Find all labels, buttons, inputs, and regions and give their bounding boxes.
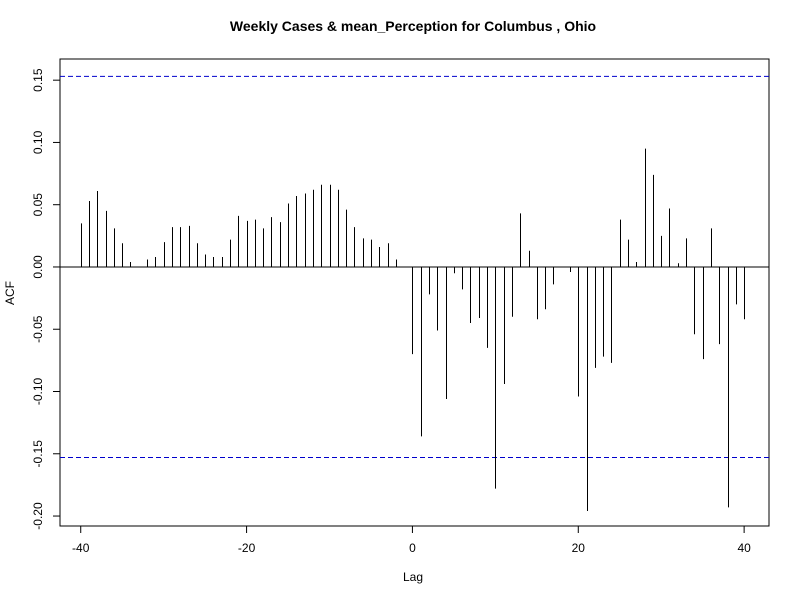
plot-frame (59, 58, 770, 527)
y-tick-label: -0.20 (31, 502, 45, 530)
plot-area: -40 -20 0 20 40 -0.20 -0.15 -0.10 -0.05 0.00 0.05 0… (31, 58, 770, 555)
y-tick-label: 0.00 (31, 255, 45, 279)
x-tick-label: 0 (409, 541, 416, 555)
chart-title: Weekly Cases & mean_Perception for Colum… (230, 18, 596, 34)
x-tick-label: 20 (572, 541, 586, 555)
x-axis-label: Lag (403, 570, 423, 584)
y-axis-label: ACF (3, 281, 17, 305)
y-tick-label: 0.05 (31, 193, 45, 217)
x-tick-label: -40 (72, 541, 90, 555)
y-tick-label: -0.10 (31, 378, 45, 406)
y-tick-label: -0.15 (31, 440, 45, 468)
x-tick-label: -20 (238, 541, 256, 555)
y-tick-label: -0.05 (31, 315, 45, 343)
y-tick-label: 0.15 (31, 68, 45, 92)
y-tick-label: 0.10 (31, 130, 45, 154)
x-tick-label: 40 (737, 541, 751, 555)
